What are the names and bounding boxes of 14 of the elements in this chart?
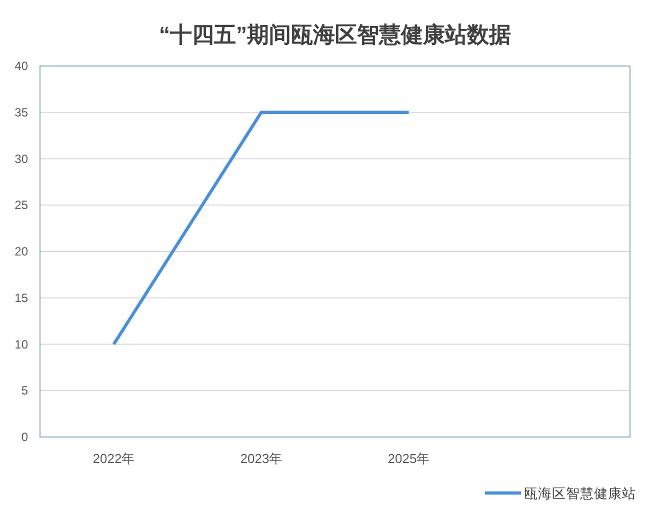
y-tick-label: 0: [21, 430, 28, 444]
y-tick-label: 5: [21, 384, 28, 398]
x-tick-label: 2022年: [92, 451, 135, 466]
x-tick-label: 2023年: [240, 451, 282, 466]
y-tick-label: 35: [14, 105, 28, 120]
x-tick-label: 2025年: [388, 451, 430, 466]
y-tick-label: 20: [14, 244, 28, 258]
y-tick-label: 40: [14, 59, 28, 73]
y-tick-label: 10: [14, 337, 28, 352]
y-tick-label: 30: [14, 152, 28, 166]
y-tick-label: 15: [14, 290, 28, 305]
legend-label: 瓯海区智慧健康站: [524, 486, 636, 501]
chart-title: “十四五”期间瓯海区智慧健康站数据: [159, 22, 511, 47]
y-tick-label: 25: [14, 198, 28, 212]
